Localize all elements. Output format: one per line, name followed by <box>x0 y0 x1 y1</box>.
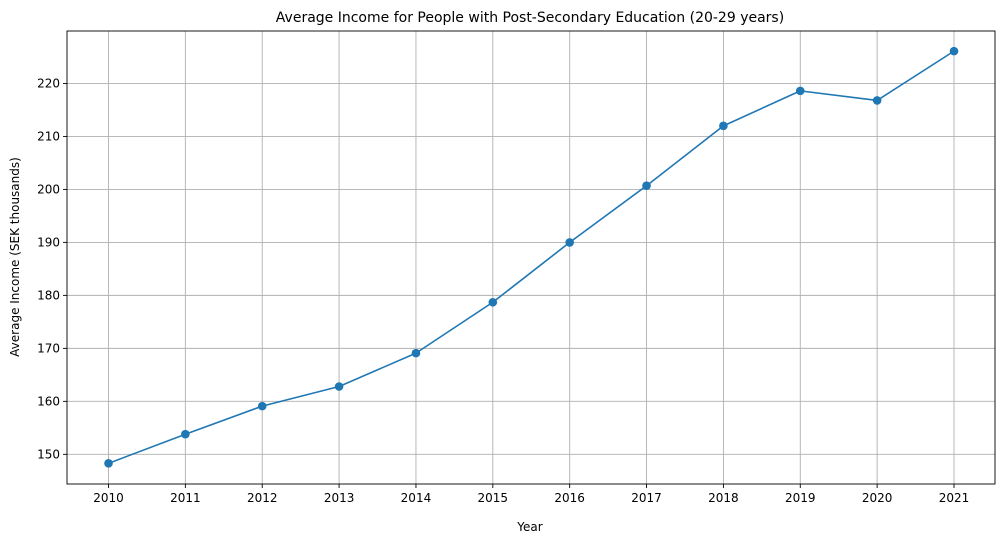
y-tick-label: 180 <box>37 288 60 302</box>
x-axis: 2010 2011 2012 2013 2014 2015 2016 2017 2018 2019… <box>93 484 969 505</box>
x-tick-label: 2013 <box>324 491 355 505</box>
data-point <box>411 348 421 358</box>
data-point <box>949 46 959 56</box>
x-tick-label: 2016 <box>554 491 585 505</box>
y-tick-label: 190 <box>37 235 60 249</box>
data-point <box>257 401 267 411</box>
data-point <box>334 382 344 391</box>
x-tick-label: 2021 <box>939 491 970 505</box>
x-tick-label: 2015 <box>478 491 509 505</box>
y-tick-label: 150 <box>37 447 60 461</box>
y-tick-label: 200 <box>37 182 60 196</box>
x-tick-label: 2020 <box>862 491 893 505</box>
data-point <box>181 429 190 439</box>
data-point <box>104 459 113 468</box>
data-point <box>488 297 498 307</box>
data-point <box>565 238 574 247</box>
x-tick-label: 2011 <box>170 491 201 505</box>
data-point <box>795 86 805 96</box>
x-tick-label: 2018 <box>708 491 739 505</box>
x-tick-label: 2017 <box>631 491 662 505</box>
plot-frame <box>66 30 996 485</box>
y-tick-label: 160 <box>37 394 60 408</box>
x-tick-label: 2012 <box>247 491 278 505</box>
y-tick-label: 220 <box>37 76 60 90</box>
x-tick-label: 2014 <box>401 491 432 505</box>
x-tick-label: 2010 <box>93 491 124 505</box>
y-tick-label: 170 <box>37 341 60 355</box>
data-point <box>642 181 651 191</box>
series-layer <box>104 46 959 468</box>
x-tick-label: 2019 <box>785 491 816 505</box>
y-axis-label: Average Income (SEK thousands) <box>8 157 22 357</box>
y-axis: 150 160 170 180 190 200 210 220 <box>37 76 67 461</box>
series-line <box>108 50 955 465</box>
data-point <box>872 96 882 105</box>
chart-title: Average Income for People with Post-Seco… <box>276 10 784 26</box>
x-axis-label: Year <box>516 520 542 534</box>
grid <box>67 31 995 484</box>
y-tick-label: 210 <box>37 129 60 143</box>
data-point <box>719 121 728 131</box>
